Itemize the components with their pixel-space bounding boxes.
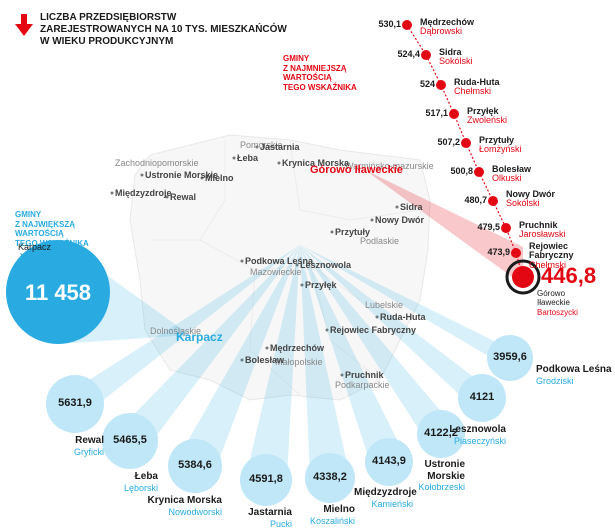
red-bubble-label: PrzyłękZwoleński: [467, 107, 507, 126]
blue-bubble-label: RewalGryficki: [27, 435, 104, 458]
map-town: Sidra: [400, 202, 423, 212]
blue-bubble-label: JastarniaPucki: [241, 507, 292, 530]
map-town: Nowy Dwór: [375, 215, 424, 225]
map-town: Rejowiec Fabryczny: [330, 325, 416, 335]
map-town: Międzyzdroje: [115, 188, 172, 198]
blue-bubble-value: 5631,9: [46, 397, 104, 409]
map-region: Lubelskie: [365, 300, 403, 310]
red-bubble-label: BolesławOlkuski: [492, 165, 531, 184]
red-bubble: [421, 50, 431, 60]
red-bubble-value: 473,9: [476, 247, 510, 257]
blue-bubble-label: Krynica MorskaNowodworski: [147, 495, 222, 518]
blue-bubble-value: 4338,2: [305, 471, 355, 483]
red-bubble: [402, 20, 412, 30]
blue-bubble-value: 5384,6: [168, 459, 222, 471]
red-bubble-label: PrzytułyŁomżyński: [479, 136, 522, 155]
red-bubble: [436, 80, 446, 90]
red-bubble-value: 517,1: [414, 108, 448, 118]
blue-bubble-label: Ustronie MorskieKołobrzeski: [392, 459, 465, 493]
main-blue-loc: KarpaczJeleniogórski: [18, 242, 71, 262]
map-town: Mędrzechów: [270, 343, 324, 353]
map-region: Podkarpackie: [335, 380, 390, 390]
map-town: Łeba: [237, 153, 258, 163]
main-blue-value: 11 458: [6, 280, 110, 306]
main-red-loc: GórowoIławeckieBartoszycki: [537, 289, 578, 317]
red-bubble: [501, 223, 511, 233]
map-region: Podlaskie: [360, 236, 399, 246]
blue-bubble-label: LesznowolaPiaseczyński: [440, 424, 506, 447]
map-town: Ruda-Huta: [380, 312, 426, 322]
map-town: Jastarnia: [260, 142, 300, 152]
map-town: Pruchnik: [345, 370, 384, 380]
map-town: Mielno: [205, 173, 234, 183]
map-town: Lesznowola: [300, 260, 351, 270]
red-bubble-label: MędrzechówDąbrowski: [420, 18, 474, 37]
red-bubble-value: 480,7: [453, 195, 487, 205]
blue-bubble-value: 4121: [458, 391, 506, 403]
blue-bubble-value: 5465,5: [102, 434, 158, 446]
red-bubble-label: SidraSokólski: [439, 48, 473, 67]
title-line2: ZAREJESTROWANYCH NA 10 TYS. MIESZKAŃCÓW: [40, 24, 287, 36]
red-bubble-label: PruchnikJarosławski: [519, 221, 566, 240]
red-bubble-value: 500,8: [439, 166, 473, 176]
red-bubble-label: Ruda-HutaChełmski: [454, 78, 500, 97]
title-arrow-icon: [15, 14, 33, 36]
red-bubble-value: 530,1: [367, 19, 401, 29]
red-bubble: [449, 109, 459, 119]
title-line1: LICZBA PRZEDSIĘBIORSTW: [40, 12, 287, 24]
red-bubble-value: 524,4: [386, 49, 420, 59]
chart-title: LICZBA PRZEDSIĘBIORSTW ZAREJESTROWANYCH …: [40, 12, 287, 48]
blue-bubble-label: ŁebaLęborski: [102, 471, 158, 494]
red-bubble-value: 507,2: [426, 137, 460, 147]
map-town: Przyłęk: [305, 280, 337, 290]
karpacz-center-label: Karpacz: [176, 330, 223, 344]
blue-bubble-value: 3959,6: [487, 351, 533, 363]
lowest-caption: GMINY Z NAJMNIEJSZĄ WARTOŚCIĄ TEGO WSKAŹ…: [283, 54, 357, 92]
map-region: Zachodniopomorskie: [115, 158, 199, 168]
gorowo-center-label: Górowo Iławeckie: [310, 164, 403, 176]
red-bubble: [511, 248, 521, 258]
red-bubble-value: 524: [401, 79, 435, 89]
map-town: Bolesław: [245, 355, 284, 365]
map-town: Przytuły: [335, 227, 370, 237]
red-bubble: [461, 138, 471, 148]
map-town: Rewal: [170, 192, 196, 202]
red-bubble-label: Nowy DwórSokólski: [506, 190, 555, 209]
title-line3: W WIEKU PRODUKCYJNYM: [40, 36, 287, 48]
red-bubble-value: 479,5: [466, 222, 500, 232]
blue-bubble-label: Podkowa LeśnaGrodziski: [536, 364, 612, 387]
map-region: Mazowieckie: [250, 267, 302, 277]
red-bubble-label: Rejowiec FabrycznyChełmski: [529, 242, 615, 270]
blue-bubble-value: 4591,8: [240, 473, 292, 485]
red-bubble: [474, 167, 484, 177]
red-bubble: [488, 196, 498, 206]
blue-bubble-label: MielnoKoszaliński: [307, 504, 355, 527]
